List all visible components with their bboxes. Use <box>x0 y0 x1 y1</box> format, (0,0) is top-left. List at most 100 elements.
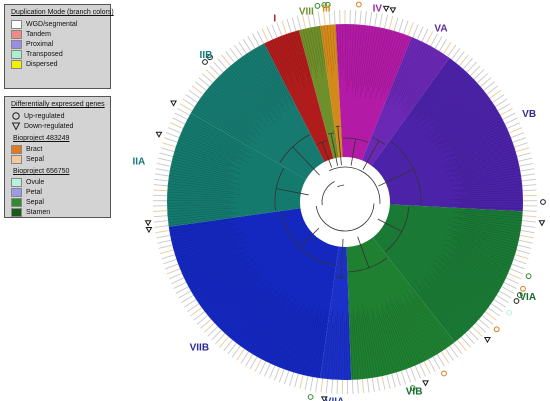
clade-label: IV <box>373 3 383 14</box>
tip-label-tick <box>211 329 222 341</box>
tip-label-tick <box>514 142 528 148</box>
leaf-line <box>330 316 336 379</box>
leaf-line <box>441 254 501 287</box>
tip-label-tick <box>509 268 524 275</box>
leaf-line <box>168 194 235 198</box>
leaf-line <box>465 216 521 224</box>
leaf-line <box>199 100 249 135</box>
leaf-line <box>452 232 516 251</box>
tip-label-tick <box>504 117 518 125</box>
tip-label-tick <box>196 315 209 325</box>
leaf-line <box>354 25 360 87</box>
leaf-line <box>448 253 504 282</box>
leaf-line <box>293 32 310 85</box>
leaf-line <box>457 135 510 157</box>
branch <box>330 133 339 166</box>
leaf-line <box>181 241 249 270</box>
branch-arc <box>316 140 328 145</box>
leaf-line <box>213 275 264 321</box>
leaf-line <box>231 284 277 338</box>
tip-label-tick <box>505 277 519 285</box>
leaf-line <box>242 57 280 110</box>
clade-label: VIIB <box>190 342 209 353</box>
branch <box>350 138 356 166</box>
leaf-line <box>449 167 519 182</box>
leaf-line <box>249 295 286 352</box>
leaf-line <box>177 237 240 259</box>
branch <box>377 218 402 232</box>
leaf-line <box>387 36 409 89</box>
tip-label-tick <box>207 326 219 337</box>
legend-item-proximal: Proximal <box>11 39 110 49</box>
tip-label-tick <box>495 98 508 108</box>
tip-label-tick <box>153 210 168 212</box>
tip-label-tick <box>179 103 193 112</box>
leaf-line <box>443 143 513 168</box>
tip-label-tick <box>507 272 522 280</box>
tip-label-tick <box>466 61 477 73</box>
leaf-line <box>431 101 491 143</box>
leaf-line <box>414 59 451 109</box>
tip-label-tick <box>286 18 292 33</box>
leaf-line <box>289 314 309 371</box>
tip-label-tick <box>157 157 172 162</box>
leaf-line <box>193 109 251 145</box>
leaf-line <box>168 207 237 212</box>
de-markers <box>144 1 546 401</box>
tip-label-tick <box>273 367 280 381</box>
branch <box>357 236 370 268</box>
proximal-label: Proximal <box>26 40 54 48</box>
leaf-line <box>378 32 398 93</box>
branch-arc <box>274 167 285 211</box>
up-regulated-marker <box>506 309 513 316</box>
tip-label-tick <box>492 94 505 103</box>
leaf-line <box>171 164 241 180</box>
tip-label-tick <box>522 184 537 187</box>
tip-label-tick <box>457 339 467 352</box>
up-regulated-marker <box>307 394 314 400</box>
leaf-line <box>352 307 359 379</box>
de-genes-legend: Differentially expressed genes Up-regula… <box>4 96 111 218</box>
up-regulated-marker <box>513 298 520 304</box>
leaf-line <box>385 306 410 367</box>
leaf-line <box>459 219 520 230</box>
leaf-line <box>453 183 522 192</box>
down-regulated-marker <box>155 131 163 138</box>
leaf-line <box>376 318 392 373</box>
tip-label-tick <box>256 31 265 44</box>
leaf-line <box>271 300 301 364</box>
tip-label-tick <box>240 351 249 364</box>
clade-label: III <box>322 4 331 15</box>
leaf-line <box>273 40 294 87</box>
legend-down: Down-regulated <box>11 121 110 131</box>
leaf-line <box>172 227 228 240</box>
leaf-line <box>446 259 500 290</box>
tip-label-tick <box>379 13 383 28</box>
leaf-line <box>187 120 251 154</box>
tip-label-tick <box>361 379 365 394</box>
tip-label-tick <box>309 376 314 391</box>
leaf-line <box>172 227 235 243</box>
tip-label-tick <box>213 61 224 73</box>
clade-label: VIII <box>299 7 314 18</box>
tip-label-tick <box>522 210 537 212</box>
legend-petal: Petal <box>11 187 110 197</box>
tip-label-tick <box>396 372 401 386</box>
tip-label-tick <box>283 370 290 385</box>
leaf-line <box>206 91 261 136</box>
leaf-line <box>410 286 454 343</box>
leaf-line <box>458 156 517 172</box>
tip-label-tick <box>464 333 475 345</box>
tip-label-tick <box>443 41 452 54</box>
tip-label-tick <box>229 47 239 60</box>
tip-label-tick <box>508 127 523 134</box>
tip-label-tick <box>423 361 431 375</box>
leaf-line <box>370 320 384 375</box>
tip-label-tick <box>174 112 188 120</box>
leaf-line <box>225 71 267 117</box>
leaf-line <box>458 178 521 187</box>
leaf-line <box>435 254 498 292</box>
leaf-line <box>174 153 235 171</box>
tip-label-tick <box>223 339 233 352</box>
